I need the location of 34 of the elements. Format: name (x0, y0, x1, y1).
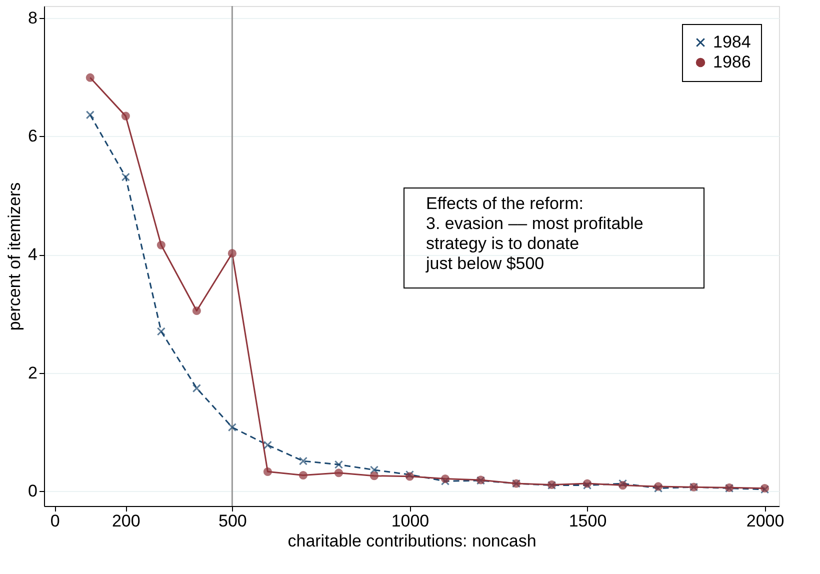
x-tick-label: 1500 (568, 512, 607, 530)
point (121, 112, 130, 120)
y-tick-label: 0 (28, 482, 38, 501)
x-tick-label: 0 (50, 512, 60, 530)
x-tick-label: 200 (112, 512, 140, 530)
point (298, 470, 308, 480)
annotation: Effects of the reform: 3. evasion –– most profitable strategy is to donate just below $500 (425, 194, 644, 273)
point (370, 472, 379, 480)
legend-label: 1984 (713, 32, 751, 52)
x-tick-label: 1000 (391, 512, 430, 530)
point (156, 327, 166, 336)
point (121, 172, 130, 182)
point (298, 456, 308, 466)
y-axis-title: percent of itemizers (5, 182, 24, 331)
point (263, 440, 272, 450)
point (192, 306, 201, 316)
point (192, 384, 201, 393)
y-tick-label: 6 (28, 126, 38, 146)
y-tick-label: 4 (28, 245, 38, 264)
point (86, 73, 94, 82)
y-tick-label: 2 (28, 363, 38, 382)
point (370, 466, 379, 474)
x-tick-label: 500 (218, 512, 247, 530)
x-axis-title: charitable contributions: noncash (288, 532, 536, 550)
point (263, 467, 272, 476)
point (156, 240, 166, 250)
point (334, 460, 343, 469)
y-tick-label: 8 (28, 8, 38, 28)
point (228, 423, 236, 432)
point (334, 468, 343, 478)
x-tick-label: 2000 (746, 512, 784, 530)
legend-label: 1986 (713, 52, 751, 72)
point (86, 110, 94, 120)
point (228, 249, 236, 258)
